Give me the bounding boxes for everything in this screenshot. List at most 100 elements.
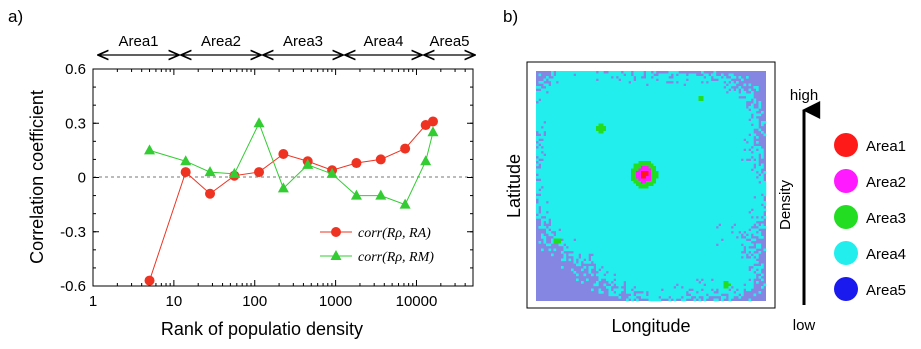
map-cell: [608, 86, 612, 89]
map-cell: [601, 88, 604, 92]
map-cell: [591, 193, 594, 197]
map-cell: [628, 91, 632, 94]
map-cell: [586, 191, 589, 194]
map-cell: [673, 228, 677, 232]
map-cell: [646, 131, 649, 134]
map-cell: [586, 238, 589, 242]
map-cell: [611, 266, 614, 269]
map-cell: [601, 221, 604, 224]
map-cell: [631, 286, 634, 289]
map-cell: [668, 218, 672, 222]
map-cell: [613, 178, 617, 182]
map-cell: [671, 241, 674, 244]
map-cell: [613, 171, 617, 174]
map-cell: [631, 281, 634, 284]
map-cell: [641, 183, 644, 187]
map-cell: [611, 73, 614, 77]
map-cell: [593, 103, 597, 107]
map-cell: [603, 143, 607, 147]
map-cell: [656, 278, 659, 282]
map-cell: [661, 276, 664, 279]
map-cell: [538, 203, 542, 207]
map-cell: [673, 93, 677, 97]
map-cell: [588, 78, 592, 82]
map-cell: [586, 218, 589, 222]
map-cell: [563, 141, 567, 144]
map-cell: [618, 103, 622, 107]
map-cell: [658, 258, 662, 262]
map-cell: [561, 191, 564, 194]
map-cell: [646, 203, 649, 207]
map-cell: [618, 163, 622, 167]
map-cell: [588, 128, 592, 132]
map-cell: [638, 136, 642, 139]
map-cell: [633, 161, 637, 164]
map-cell: [673, 276, 677, 279]
map-cell: [598, 201, 602, 204]
map-cell: [681, 116, 684, 119]
map-cell: [681, 261, 684, 264]
map-cell: [626, 123, 629, 127]
map-cell: [611, 176, 614, 179]
map-cell: [626, 266, 629, 269]
map-cell: [606, 171, 609, 174]
map-cell: [588, 266, 592, 269]
map-cell: [628, 201, 632, 204]
map-cell: [581, 88, 584, 92]
map-cell: [628, 216, 632, 219]
map-cell: [628, 131, 632, 134]
map-cell: [548, 141, 552, 144]
map-cell: [678, 188, 682, 192]
map-cell: [566, 226, 569, 229]
map-cell: [678, 201, 682, 204]
map-cell: [553, 193, 557, 197]
map-cell: [573, 146, 577, 149]
map-cell: [591, 181, 594, 184]
map-cell: [541, 91, 544, 94]
map-cell: [571, 203, 574, 207]
map-cell: [546, 123, 549, 127]
map-cell: [541, 196, 544, 199]
map-cell: [653, 83, 657, 87]
map-cell: [558, 146, 562, 149]
map-cell: [568, 198, 572, 202]
map-cell: [541, 198, 544, 202]
map-cell: [606, 76, 609, 79]
map-cell: [576, 213, 579, 217]
map-cell: [628, 71, 632, 74]
map-cell: [628, 223, 632, 227]
map-cell: [661, 293, 664, 297]
map-cell: [563, 166, 567, 169]
map-cell: [683, 288, 687, 292]
map-cell: [591, 103, 594, 107]
map-cell: [553, 113, 557, 117]
map-cell: [541, 128, 544, 132]
map-cell: [606, 81, 609, 84]
map-cell: [561, 178, 564, 182]
map-cell: [596, 181, 599, 184]
map-cell: [623, 121, 627, 124]
map-cell: [631, 101, 634, 104]
map-cell: [571, 241, 574, 244]
map-cell: [611, 278, 614, 282]
map-cell: [578, 113, 582, 117]
map-cell: [661, 161, 664, 164]
map-cell: [646, 261, 649, 264]
map-cell: [638, 108, 642, 112]
map-cell: [646, 158, 649, 162]
map-cell: [611, 218, 614, 222]
map-cell: [631, 143, 634, 147]
map-cell: [558, 81, 562, 84]
map-cell: [546, 181, 549, 184]
map-cell: [673, 243, 677, 247]
map-cell: [678, 271, 682, 274]
map-cell: [656, 273, 659, 277]
map-cell: [638, 176, 642, 179]
map-cell: [561, 96, 564, 99]
map-cell: [636, 193, 639, 197]
map-cell: [611, 293, 614, 297]
map-cell: [628, 173, 632, 177]
map-cell: [666, 83, 669, 87]
map-cell: [541, 166, 544, 169]
map-cell: [571, 181, 574, 184]
